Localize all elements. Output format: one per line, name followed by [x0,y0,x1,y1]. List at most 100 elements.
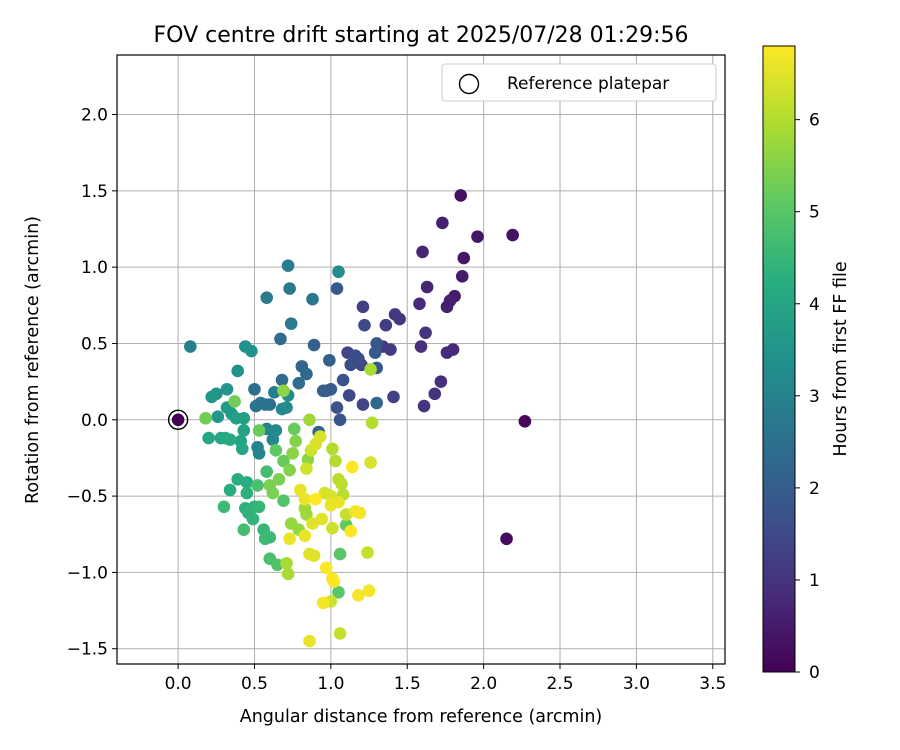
data-point [274,332,287,346]
x-tick-label: 0.5 [241,674,268,694]
legend-marker [458,73,480,95]
data-point [379,318,393,332]
data-point [306,292,319,306]
data-point [446,343,460,356]
y-tick-label: 0.5 [81,334,108,354]
data-point [184,340,197,353]
data-point [252,424,266,437]
data-point [344,524,358,538]
data-point [414,340,428,353]
data-point [300,462,313,475]
data-point [457,251,471,265]
reference-platepar-marker [167,409,189,430]
data-point [364,363,377,376]
data-point [277,384,290,398]
data-point [289,434,303,448]
colorbar-tick-label: 1 [809,571,820,591]
data-point [353,506,367,520]
data-point [307,549,321,562]
data-point [292,376,306,390]
data-point [260,465,274,478]
data-point [506,228,519,242]
data-point [330,401,344,414]
data-point [272,473,286,486]
data-point [277,454,290,468]
data-point [211,410,225,424]
x-tick-label: 0.0 [165,674,192,694]
data-point [281,567,295,581]
data-point [199,411,212,425]
colorbar-tick-label: 0 [809,663,820,683]
data-point [248,382,261,396]
data-point [387,390,400,404]
y-tick-label: 1.0 [81,258,108,278]
data-point [333,413,347,427]
data-point [428,387,442,401]
data-point [500,532,513,546]
data-point [287,422,301,436]
colorbar-gradient [762,45,796,673]
data-point [356,300,370,314]
y-tick-label: 0.0 [81,411,108,431]
data-point [342,389,356,402]
legend-entry: Reference platepar [507,74,669,94]
data-point [235,442,249,456]
data-point [303,413,316,427]
legend: Reference platepar [441,63,717,102]
colorbar-tick-label: 4 [809,295,820,315]
data-point [313,430,327,443]
data-point [240,486,254,500]
data-point [327,575,341,588]
data-point [298,529,312,543]
data-point [330,282,344,295]
data-point [239,340,252,353]
data-point [364,456,377,469]
data-point [231,364,244,378]
data-point [217,500,231,514]
x-axis-ticks: 0.0 0.5 1.0 1.5 2.0 2.5 3.0 3.5 [165,664,726,694]
data-point [260,291,274,304]
data-point [240,476,254,489]
data-point [333,627,347,640]
data-point [329,454,342,468]
data-point [319,561,333,575]
data-point [345,460,359,474]
data-point [356,398,370,411]
y-axis-ticks: −1.5 −1.0 −0.5 0.0 0.5 1.0 1.5 2.0 [67,106,117,660]
data-point [434,375,448,388]
data-point [518,415,532,428]
data-point [420,280,434,294]
y-tick-label: −1.0 [67,563,108,583]
data-point [281,259,295,272]
data-point [336,373,350,387]
data-point [286,447,299,460]
data-point [440,300,454,314]
data-point [252,447,266,460]
data-point [332,495,345,509]
data-point [277,494,290,507]
data-point [413,297,426,311]
data-point [205,390,219,404]
data-point [237,424,251,437]
data-point [283,463,296,477]
data-point [280,556,293,570]
data-point [237,523,251,536]
data-point [358,318,371,332]
data-point [332,585,345,599]
data-point [454,189,468,202]
data-point [223,483,237,497]
y-tick-label: −1.5 [67,640,108,660]
data-point [252,500,266,514]
plot-frame [116,54,726,665]
y-tick-label: −0.5 [67,487,108,507]
legend-box [441,63,717,102]
reference-marker [167,409,189,430]
data-point [269,444,283,457]
data-point [323,353,336,367]
x-tick-label: 3.0 [623,674,650,694]
data-point [335,477,348,491]
data-point [251,479,264,492]
data-point [237,411,251,425]
data-point [316,596,330,610]
colorbar-tick-label: 6 [809,111,820,131]
